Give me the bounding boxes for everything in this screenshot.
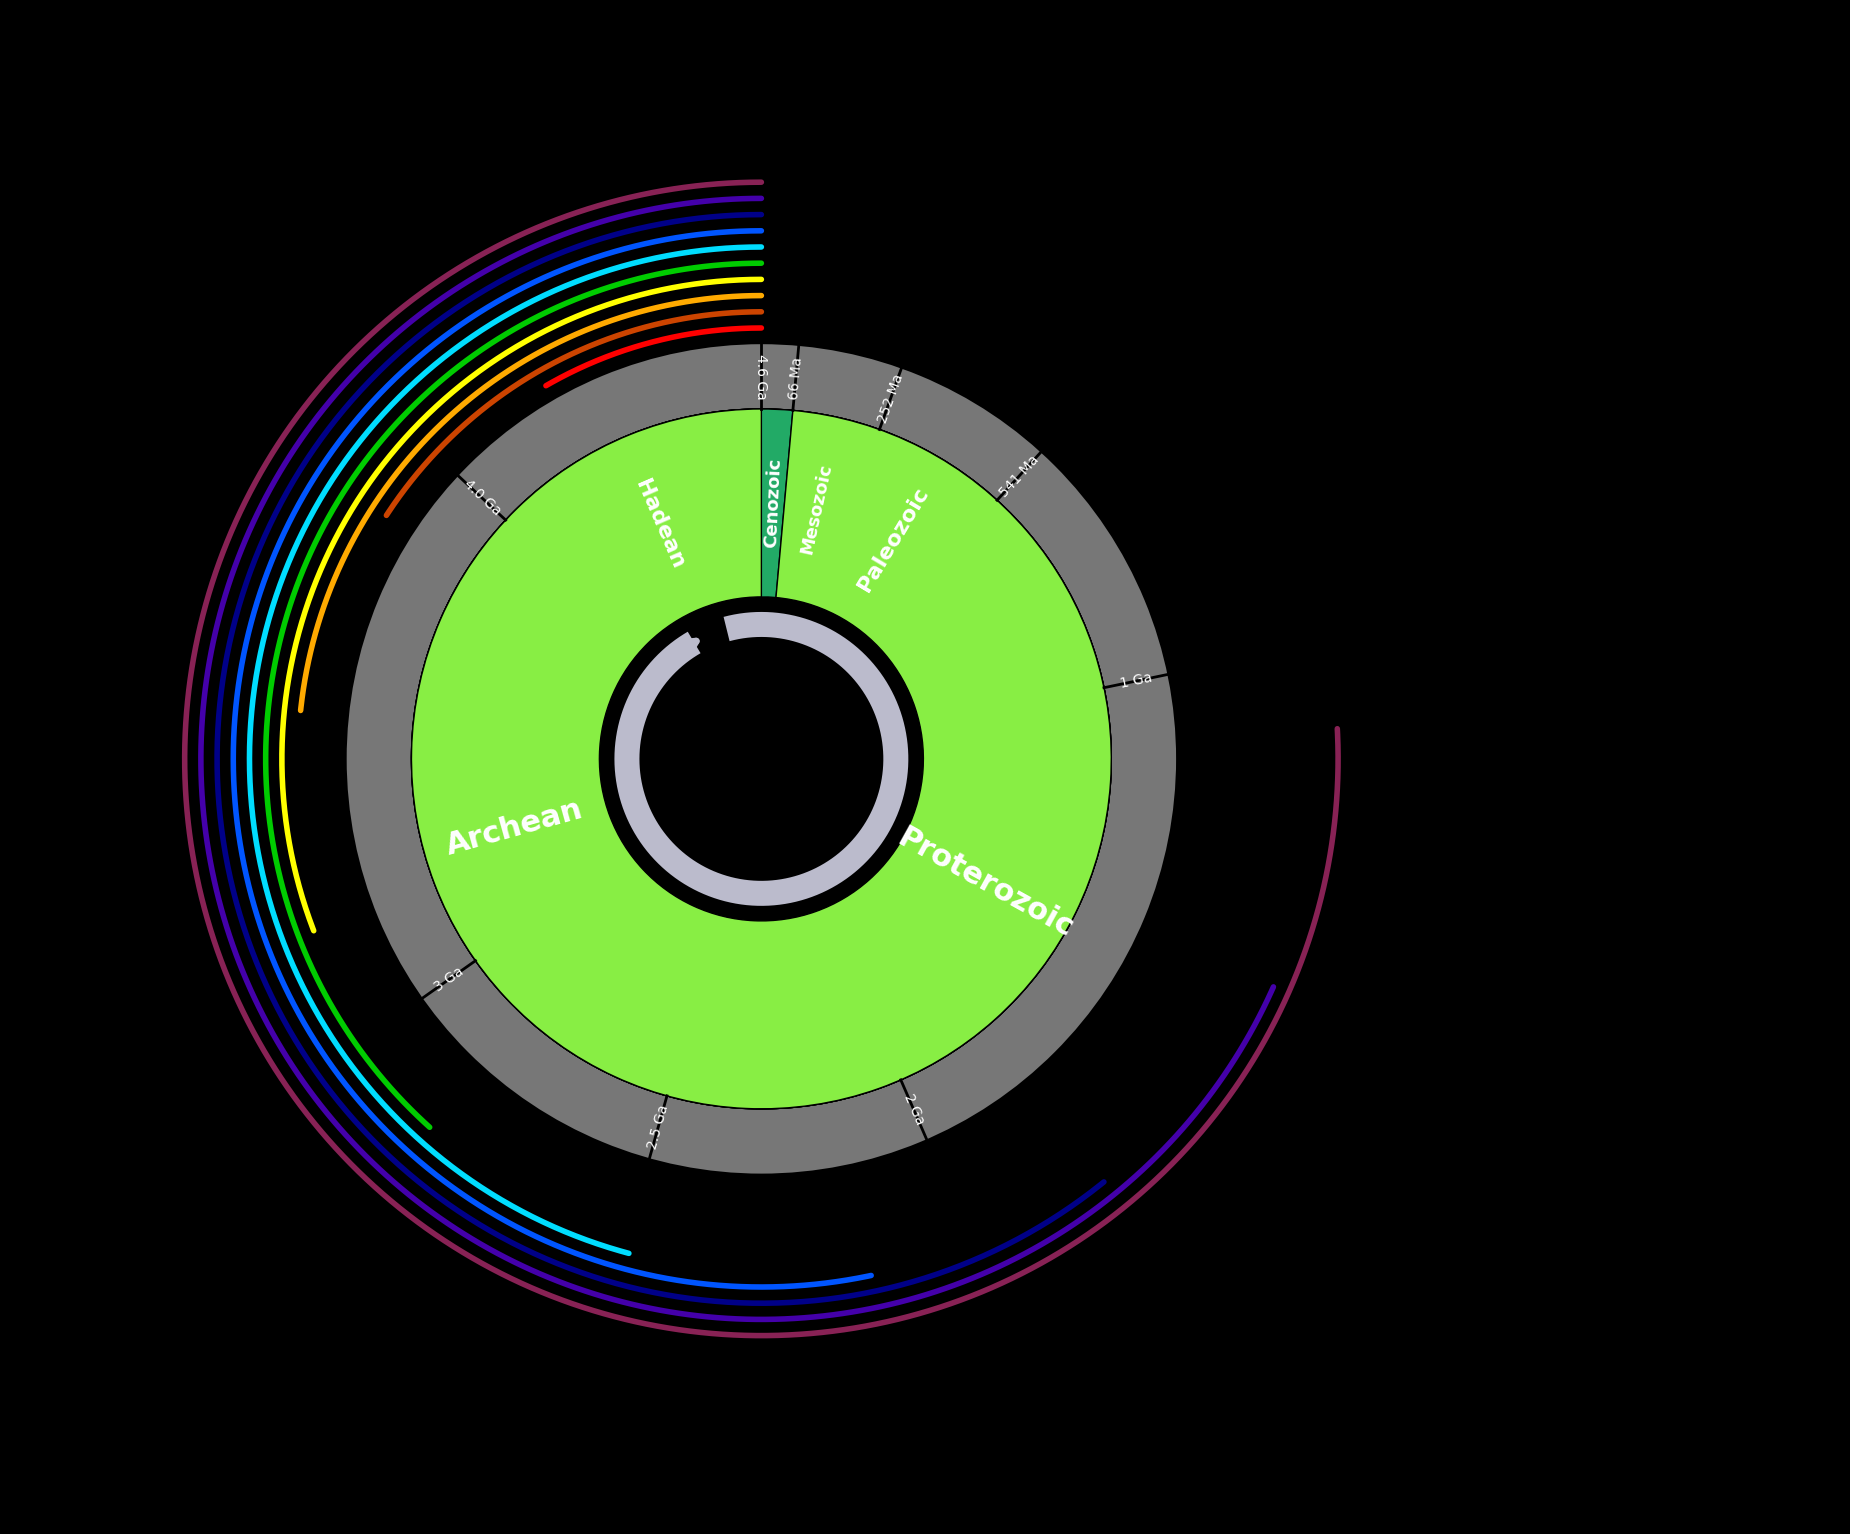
Wedge shape — [505, 410, 1112, 1109]
Text: 2.5 Ga: 2.5 Ga — [646, 1103, 672, 1150]
Text: 3 Ga: 3 Ga — [431, 965, 466, 994]
Text: 66 Ma: 66 Ma — [786, 356, 805, 400]
Text: 1 Ga: 1 Ga — [1117, 670, 1153, 692]
Text: Cenozoic: Cenozoic — [762, 457, 784, 549]
Wedge shape — [346, 344, 1177, 1174]
Text: Archean: Archean — [444, 795, 586, 861]
Wedge shape — [411, 410, 1112, 1109]
Wedge shape — [411, 410, 997, 1095]
Wedge shape — [411, 410, 1112, 1109]
Wedge shape — [411, 410, 1112, 1109]
Text: Hadean: Hadean — [631, 477, 688, 572]
Text: 2 Ga: 2 Ga — [901, 1092, 927, 1127]
Wedge shape — [411, 410, 1112, 1109]
Circle shape — [666, 663, 857, 854]
Text: Proterozoic: Proterozoic — [892, 822, 1079, 943]
Text: 541 Ma: 541 Ma — [997, 453, 1042, 500]
Text: Paleozoic: Paleozoic — [855, 483, 932, 595]
Text: Mesozoic: Mesozoic — [797, 462, 836, 555]
Text: 4.6 Ga: 4.6 Ga — [755, 354, 768, 399]
Text: 4.0 Ga: 4.0 Ga — [461, 477, 503, 518]
Text: 252 Ma: 252 Ma — [875, 373, 906, 425]
